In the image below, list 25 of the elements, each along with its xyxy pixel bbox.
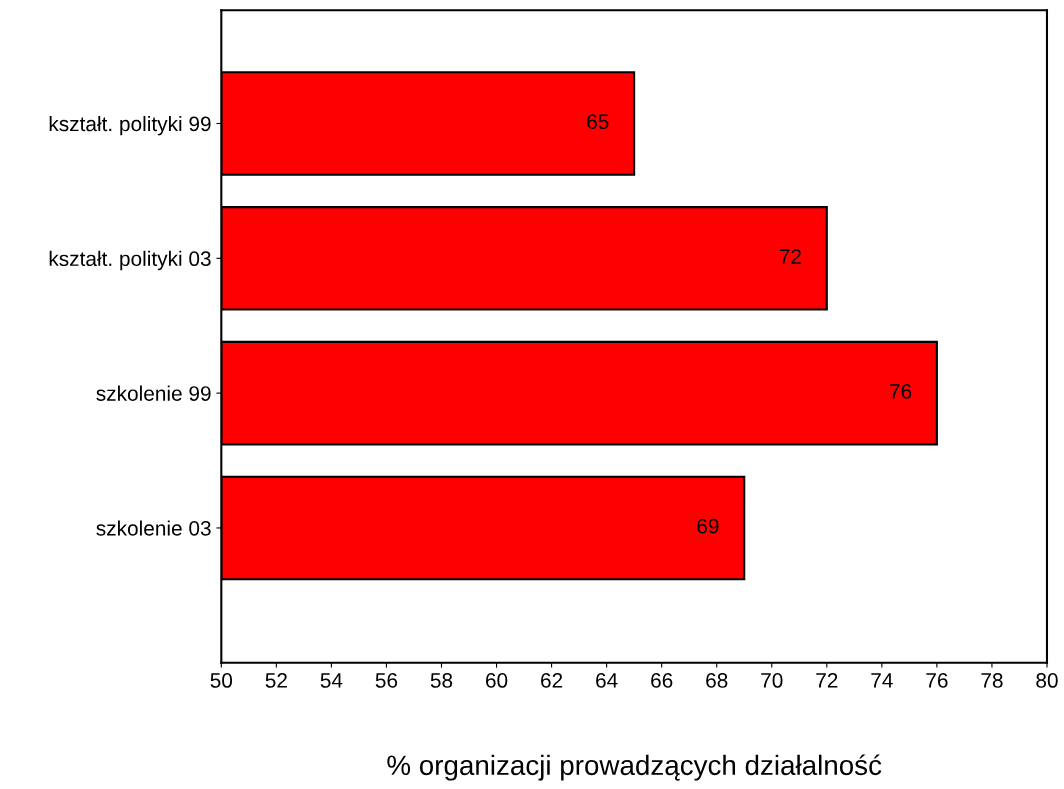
x-tick-label: 80 — [1036, 673, 1058, 688]
x-tick-label: 68 — [706, 673, 728, 688]
x-tick-label: 76 — [926, 673, 948, 688]
data-label: 72 — [779, 249, 801, 264]
x-tick-label: 54 — [320, 673, 343, 688]
x-tick-label: 72 — [816, 673, 838, 688]
x-tick-label: 52 — [265, 673, 287, 688]
y-tick-label: szkolenie 99 — [96, 385, 211, 401]
x-tick-label: 70 — [761, 673, 783, 688]
y-tick-label: szkolenie 03 — [96, 520, 211, 536]
x-tick-label: 58 — [430, 673, 453, 688]
data-label: 69 — [697, 518, 719, 534]
x-tick-label: 78 — [981, 673, 1003, 688]
data-label: 76 — [890, 383, 912, 399]
y-tick-label: kształt. polityki 99 — [49, 115, 211, 136]
x-tick-label: 60 — [486, 673, 508, 688]
x-tick-label: 74 — [871, 673, 893, 688]
x-tick-label: 50 — [210, 673, 233, 688]
x-axis-title: % organizacji prowadzących działalność — [387, 754, 882, 781]
x-tick-label: 64 — [596, 673, 618, 688]
x-tick-label: 62 — [541, 673, 563, 688]
data-label: 65 — [587, 114, 609, 130]
x-tick-label: 66 — [651, 673, 673, 688]
y-tick-label: kształt. polityki 03 — [49, 250, 211, 271]
x-tick-label: 56 — [375, 673, 398, 688]
